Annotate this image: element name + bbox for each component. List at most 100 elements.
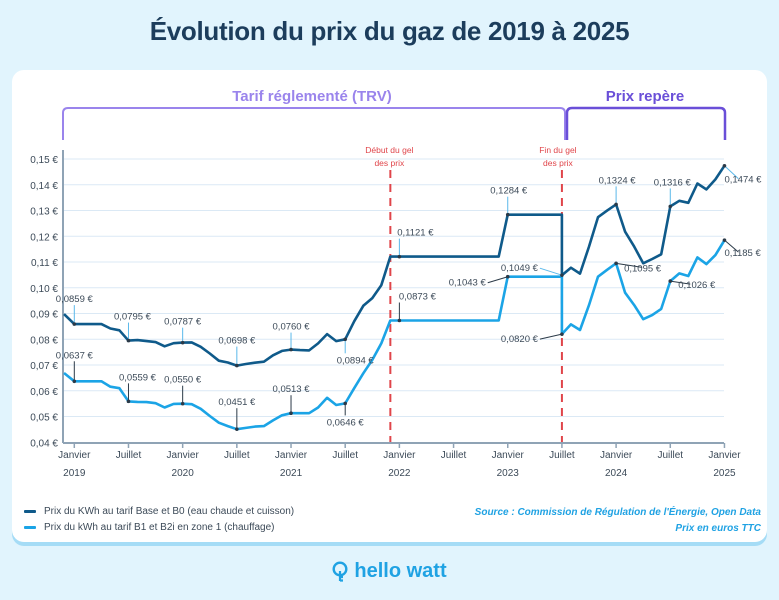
y-tick-label: 0,11 € (31, 258, 58, 269)
x-tick-label: Janvier (492, 450, 525, 461)
x-tick-label: Juillet (657, 450, 683, 461)
data-point (72, 322, 77, 326)
data-point (343, 401, 348, 406)
legend-item-b1-b2i: Prix du kWh au tarif B1 et B2i en zone 1… (24, 519, 294, 535)
annotation-leader (616, 262, 643, 268)
source-note: Source : Commission de Régulation de l'É… (475, 505, 761, 537)
y-tick-label: 0,12 € (30, 232, 58, 243)
data-point (126, 399, 131, 404)
x-tick-year: 2022 (388, 468, 411, 479)
x-tick-label: Juillet (224, 450, 250, 461)
data-label: 0,1316 € (654, 177, 692, 188)
legend-label: Prix du KWh au tarif Base et B0 (eau cha… (44, 505, 295, 517)
bracket-trv (62, 107, 566, 140)
annotations: 0,0859 € 0,0795 € 0,0787 € 0,0698 € 0,0760 €… (56, 163, 762, 431)
x-tick-year: 2020 (172, 468, 195, 479)
logo-text: hello watt (354, 560, 447, 582)
x-tick-year: 2023 (497, 468, 520, 479)
period-label-trv: Tarif réglementé (TRV) (232, 88, 391, 105)
data-label: 0,1095 € (624, 263, 662, 274)
data-label: 0,1049 € (501, 263, 539, 274)
data-label: 0,0795 € (114, 312, 152, 323)
x-tick-label: Juillet (441, 450, 467, 461)
data-label: 0,1121 € (397, 228, 434, 239)
data-point (180, 401, 185, 406)
data-point (614, 261, 618, 266)
data-label: 0,0550 € (164, 375, 202, 386)
x-tick-label: Janvier (167, 450, 200, 461)
x-tick-label: Juillet (116, 450, 142, 461)
lightbulb-icon (332, 560, 348, 582)
period-brackets: Tarif réglementé (TRV) Prix repère (62, 88, 727, 140)
data-point (289, 411, 293, 416)
data-point (560, 332, 564, 336)
data-point (397, 318, 402, 323)
y-tick-label: 0,06 € (30, 387, 58, 398)
y-tick-label: 0,15 € (30, 155, 58, 166)
freeze-end-label: des prix (543, 158, 574, 168)
x-tick-year: 2019 (63, 468, 86, 479)
y-tick-label: 0,09 € (30, 310, 58, 321)
data-label: 0,0513 € (273, 384, 311, 395)
data-point (289, 347, 293, 352)
y-tick-label: 0,07 € (30, 361, 58, 372)
period-label-repere: Prix repère (606, 88, 684, 105)
series-line-b1-b2i (63, 239, 726, 431)
data-point (126, 338, 131, 343)
y-tick-label: 0,04 € (30, 438, 58, 449)
page-title: Évolution du prix du gaz de 2019 à 2025 (149, 16, 630, 46)
data-label: 0,0760 € (273, 322, 311, 333)
data-label: 0,1026 € (678, 280, 716, 291)
annotation-leader (539, 267, 563, 276)
annotation-leader (724, 165, 739, 180)
series-line-base-b0 (63, 164, 726, 367)
hello-watt-logo: hello watt (0, 560, 779, 583)
y-tick-label: 0,10 € (30, 284, 58, 295)
data-point (180, 340, 185, 345)
data-point (343, 337, 348, 342)
data-point (722, 238, 727, 242)
x-tick-label: Janvier (383, 450, 416, 461)
grid (63, 158, 724, 418)
annotation-leader (670, 280, 691, 285)
data-point (235, 427, 239, 431)
chart-card (12, 70, 767, 542)
data-point (668, 204, 673, 209)
freeze-events: Début du gel des prix Fin du gel des prix (365, 145, 577, 443)
data-label: 0,1324 € (599, 175, 637, 186)
x-tick-year: 2025 (713, 468, 736, 479)
data-label: 0,0859 € (56, 294, 94, 305)
series-lines (63, 164, 726, 431)
data-label: 0,0559 € (119, 372, 157, 383)
annotation-leader (724, 239, 739, 253)
data-label: 0,0698 € (218, 336, 256, 347)
freeze-start-label: Début du gel (365, 145, 413, 155)
x-tick-year: 2024 (605, 468, 628, 479)
legend-swatch-b1-b2i (24, 525, 36, 529)
legend-label: Prix du kWh au tarif B1 et B2i en zone 1… (44, 521, 275, 533)
y-tick-label: 0,14 € (30, 181, 58, 192)
legend: Prix du KWh au tarif Base et B0 (eau cha… (24, 503, 294, 535)
data-label: 0,0820 € (501, 334, 539, 345)
data-point (72, 379, 77, 384)
data-label: 0,0646 € (327, 417, 365, 428)
freeze-start-label: des prix (374, 158, 405, 168)
data-label: 0,1474 € (724, 175, 762, 186)
data-point (505, 274, 510, 279)
x-tick-label: Janvier (275, 450, 308, 461)
x-tick-label: Janvier (600, 450, 633, 461)
y-tick-label: 0,13 € (30, 207, 58, 218)
data-label: 0,1043 € (449, 278, 487, 289)
data-label: 0,1185 € (724, 248, 761, 259)
data-label: 0,1284 € (490, 186, 528, 197)
data-point (722, 163, 727, 168)
axes: 0,04 € 0,05 € 0,06 € 0,07 € 0,08 € 0,09 € 0,10… (30, 150, 741, 479)
data-point (560, 273, 564, 277)
annotation-leader (487, 276, 508, 284)
freeze-end-label: Fin du gel (539, 145, 576, 155)
x-tick-label: Janvier (58, 450, 91, 461)
data-label: 0,0637 € (56, 350, 94, 361)
data-label: 0,0451 € (218, 397, 256, 408)
data-point (235, 363, 239, 368)
